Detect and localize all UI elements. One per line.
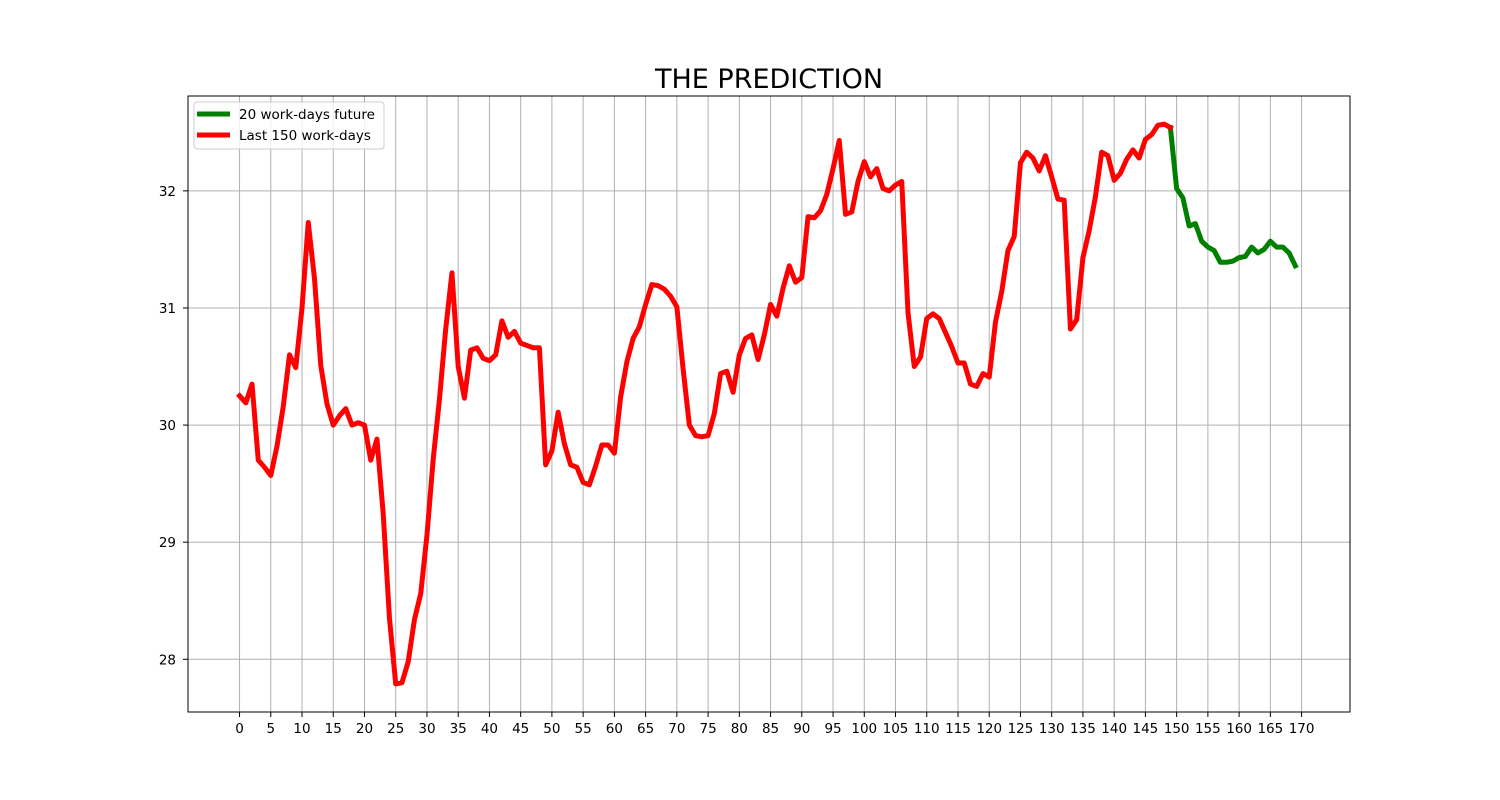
x-tick-label: 140 xyxy=(1101,721,1127,737)
x-tick-label: 25 xyxy=(387,721,404,737)
last-150-series-line xyxy=(236,121,1174,687)
x-tick-label: 90 xyxy=(793,721,810,737)
x-tick-label: 20 xyxy=(356,721,373,737)
future-series-line xyxy=(1167,124,1299,270)
x-tick-label: 35 xyxy=(450,721,467,737)
x-tick-label: 70 xyxy=(668,721,685,737)
x-tick-label: 145 xyxy=(1133,721,1159,737)
x-tick-label: 130 xyxy=(1039,721,1065,737)
x-tick-label: 55 xyxy=(575,721,592,737)
x-tick-label: 155 xyxy=(1195,721,1221,737)
x-tick-label: 165 xyxy=(1257,721,1283,737)
x-tick-label: 0 xyxy=(235,721,244,737)
x-tick-label: 60 xyxy=(606,721,623,737)
x-tick-label: 5 xyxy=(266,721,275,737)
x-tick-label: 105 xyxy=(883,721,909,737)
x-tick-label: 120 xyxy=(976,721,1002,737)
y-tick-label: 30 xyxy=(159,418,176,434)
y-tick-label: 31 xyxy=(159,301,176,317)
x-tick-label: 30 xyxy=(418,721,435,737)
x-tick-label: 110 xyxy=(914,721,940,737)
y-tick-label: 28 xyxy=(159,652,176,668)
x-tick-label: 95 xyxy=(824,721,841,737)
x-tick-label: 15 xyxy=(325,721,342,737)
x-tick-label: 160 xyxy=(1226,721,1252,737)
x-tick-label: 100 xyxy=(851,721,877,737)
legend-label-last: Last 150 work-days xyxy=(239,128,371,144)
legend-box xyxy=(193,101,385,150)
x-tick-label: 85 xyxy=(762,721,779,737)
x-axis-ticks: 0 5 10 15 20 25 30 35 40 45 50 55 60 65 70 75 80 85 90 95 10… xyxy=(235,712,1314,737)
legend-label-future: 20 work-days future xyxy=(239,107,375,123)
x-tick-label: 135 xyxy=(1070,721,1096,737)
x-tick-label: 65 xyxy=(637,721,654,737)
y-tick-label: 29 xyxy=(159,535,176,551)
plot-area-frame xyxy=(187,95,1351,713)
x-tick-label: 80 xyxy=(731,721,748,737)
y-tick-label: 32 xyxy=(159,184,176,200)
x-tick-label: 10 xyxy=(293,721,310,737)
x-tick-label: 50 xyxy=(543,721,560,737)
y-axis-ticks: 28 29 30 31 32 xyxy=(159,184,188,668)
x-tick-label: 75 xyxy=(699,721,716,737)
x-tick-label: 115 xyxy=(945,721,971,737)
legend: 20 work-days future Last 150 work-days xyxy=(193,101,385,150)
grid xyxy=(188,96,1350,712)
x-tick-label: 45 xyxy=(512,721,529,737)
x-tick-label: 125 xyxy=(1008,721,1034,737)
chart-title: THE PREDICTION xyxy=(654,64,883,95)
series-lines xyxy=(236,121,1299,687)
x-tick-label: 170 xyxy=(1289,721,1315,737)
x-tick-label: 150 xyxy=(1164,721,1190,737)
x-tick-label: 40 xyxy=(481,721,498,737)
